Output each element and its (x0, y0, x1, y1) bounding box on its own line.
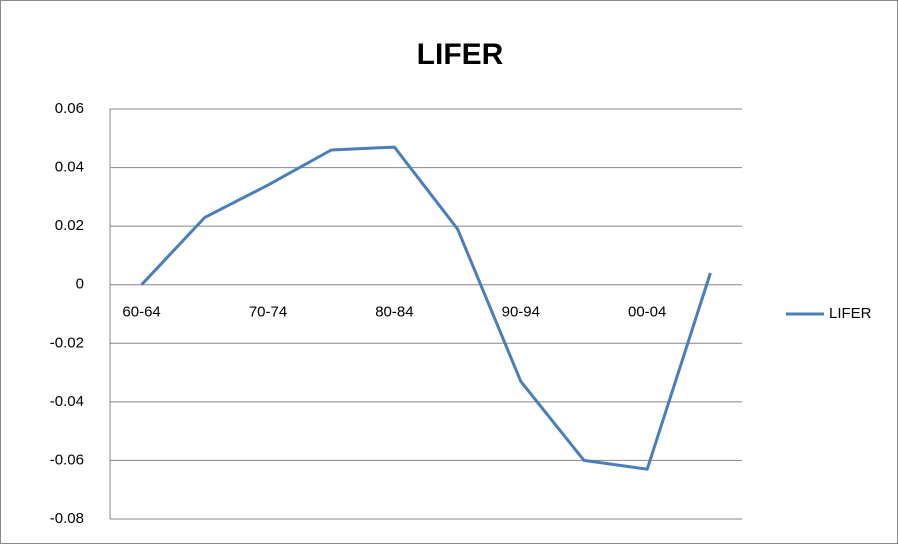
x-tick-label: 60-64 (122, 304, 160, 321)
y-tick-label: 0.02 (55, 217, 84, 234)
x-tick-label: 00-04 (628, 304, 666, 321)
y-tick-label: -0.04 (50, 393, 84, 410)
legend-label: LIFER (829, 305, 872, 322)
x-tick-label: 80-84 (375, 304, 413, 321)
x-tick-label: 90-94 (502, 304, 540, 321)
y-tick-label: -0.02 (50, 334, 84, 351)
y-tick-label: -0.08 (50, 510, 84, 527)
y-tick-label: 0 (76, 276, 84, 293)
x-tick-label: 70-74 (249, 304, 287, 321)
chart-title: LIFER (417, 38, 504, 71)
data-line (140, 145, 712, 471)
y-tick-label: 0.04 (55, 159, 84, 176)
y-tick-label: 0.06 (55, 100, 84, 117)
y-tick-label: -0.06 (50, 451, 84, 468)
